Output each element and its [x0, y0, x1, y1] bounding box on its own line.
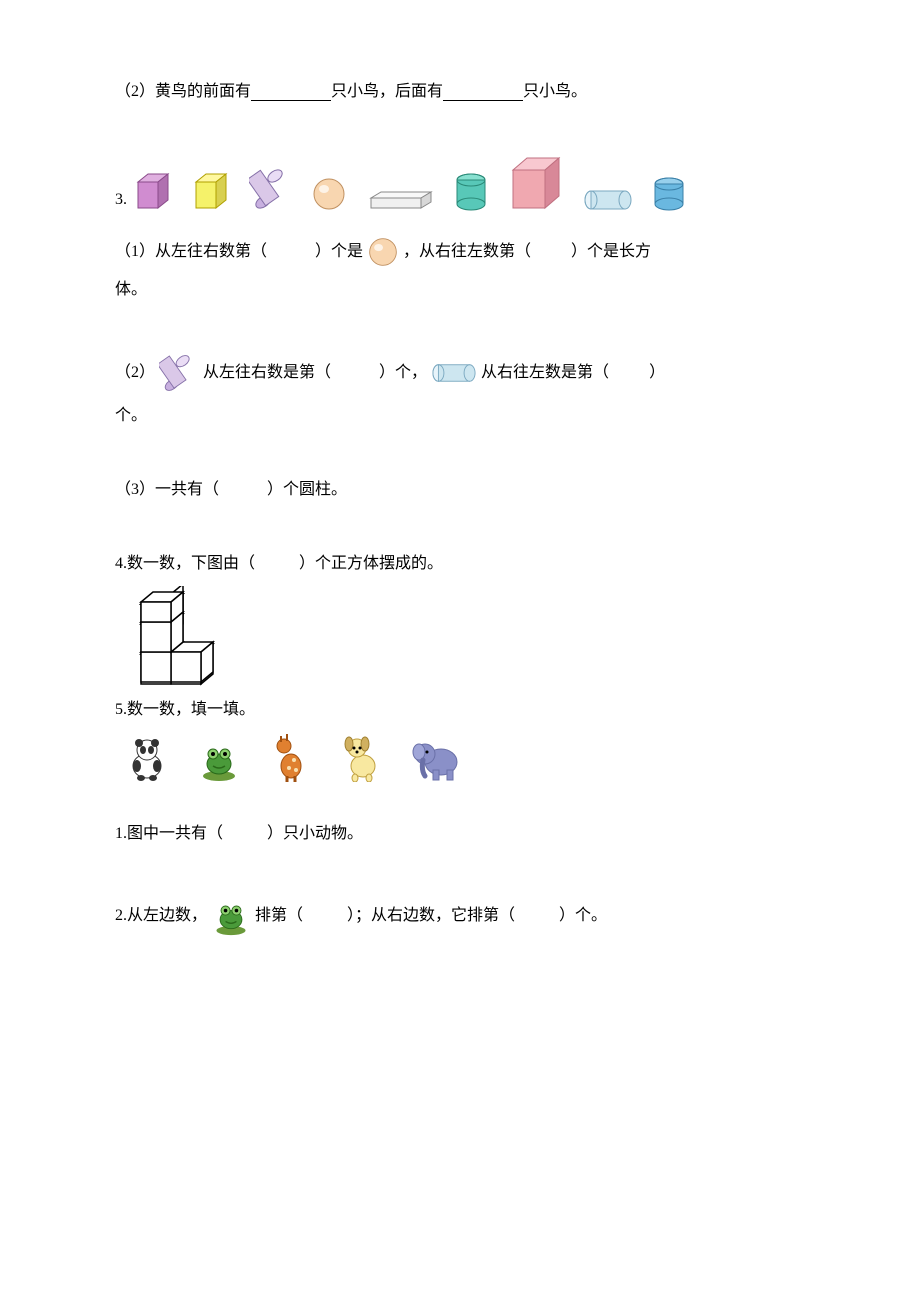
text: 个。 [115, 404, 147, 428]
question-3-header: 3. [115, 154, 805, 212]
q3-label: 3. [115, 188, 127, 212]
q3-sub2-line1: （2） 从左往右数是第（ ）个， 从右往左数是第（ ） [115, 352, 805, 394]
dog-icon [339, 732, 383, 782]
text: 4.数一数，下图由（ [115, 552, 255, 576]
text: 5.数一数，填一填。 [115, 698, 255, 722]
text: （2） [115, 361, 155, 385]
q2-2-post: 只小鸟。 [523, 80, 587, 104]
sphere-icon [311, 176, 347, 212]
text: ，从右往左数第（ [403, 240, 531, 264]
sphere-icon [367, 236, 399, 268]
text: ）；从右边数，它排第（ [347, 904, 515, 928]
text: ）个是 [315, 240, 363, 264]
text: 2.从左边数， [115, 904, 207, 928]
text: ）个， [379, 361, 427, 385]
text: 1.图中一共有（ [115, 822, 223, 846]
cylinder-icon [453, 172, 489, 212]
cylinder-side-icon [431, 362, 477, 384]
panda-icon [125, 736, 169, 782]
q2-2-mid: 只小鸟，后面有 [331, 80, 443, 104]
cube-big-icon [507, 154, 565, 212]
deer-icon [269, 732, 311, 782]
question-2-sub2: （2）黄鸟的前面有 只小鸟，后面有 只小鸟。 [115, 80, 805, 104]
text: 从左往右数是第（ [203, 361, 331, 385]
shapes-row [133, 154, 687, 212]
q3-sub2-line2: 个。 [115, 404, 805, 428]
text: ） [649, 361, 665, 385]
cube-icon [133, 170, 173, 212]
cylinder-side-icon [583, 188, 633, 212]
blank[interactable] [251, 83, 331, 102]
text: ）个。 [559, 904, 607, 928]
text: 排第（ [255, 904, 303, 928]
question-4-text: 4.数一数，下图由（ ）个正方体摆成的。 [115, 552, 805, 576]
text: ）只小动物。 [267, 822, 363, 846]
text: 从右往左数是第（ [481, 361, 609, 385]
text: ）个正方体摆成的。 [299, 552, 443, 576]
question-5-label: 5.数一数，填一填。 [115, 698, 805, 722]
cylinder-tilt-icon [159, 352, 199, 394]
elephant-icon [411, 734, 463, 782]
text: （3）一共有（ [115, 478, 219, 502]
cube-icon [191, 170, 231, 212]
text: ）个圆柱。 [267, 478, 347, 502]
text: （1）从左往右数第（ [115, 240, 267, 264]
frog-icon [197, 738, 241, 782]
q3-sub1-line1: （1）从左往右数第（ ）个是 ，从右往左数第（ ）个是长方 [115, 236, 805, 268]
q2-2-pre: （2）黄鸟的前面有 [115, 80, 251, 104]
q3-sub3: （3）一共有（ ）个圆柱。 [115, 478, 805, 502]
text: ）个是长方 [571, 240, 651, 264]
blank[interactable] [443, 83, 523, 102]
frog-icon [211, 896, 251, 936]
cylinder-tilt-icon [249, 166, 293, 212]
cube-stack-figure [121, 586, 805, 696]
q5-sub2: 2.从左边数， 排第（ ）；从右边数，它排第（ ）个。 [115, 896, 805, 936]
cylinder-icon [651, 176, 687, 212]
q5-sub1: 1.图中一共有（ ）只小动物。 [115, 822, 805, 846]
q3-sub1-line2: 体。 [115, 278, 805, 302]
cuboid-flat-icon [365, 190, 435, 212]
animals-row [125, 732, 805, 782]
worksheet-page: （2）黄鸟的前面有 只小鸟，后面有 只小鸟。 3. [0, 0, 920, 1066]
text: 体。 [115, 278, 147, 302]
